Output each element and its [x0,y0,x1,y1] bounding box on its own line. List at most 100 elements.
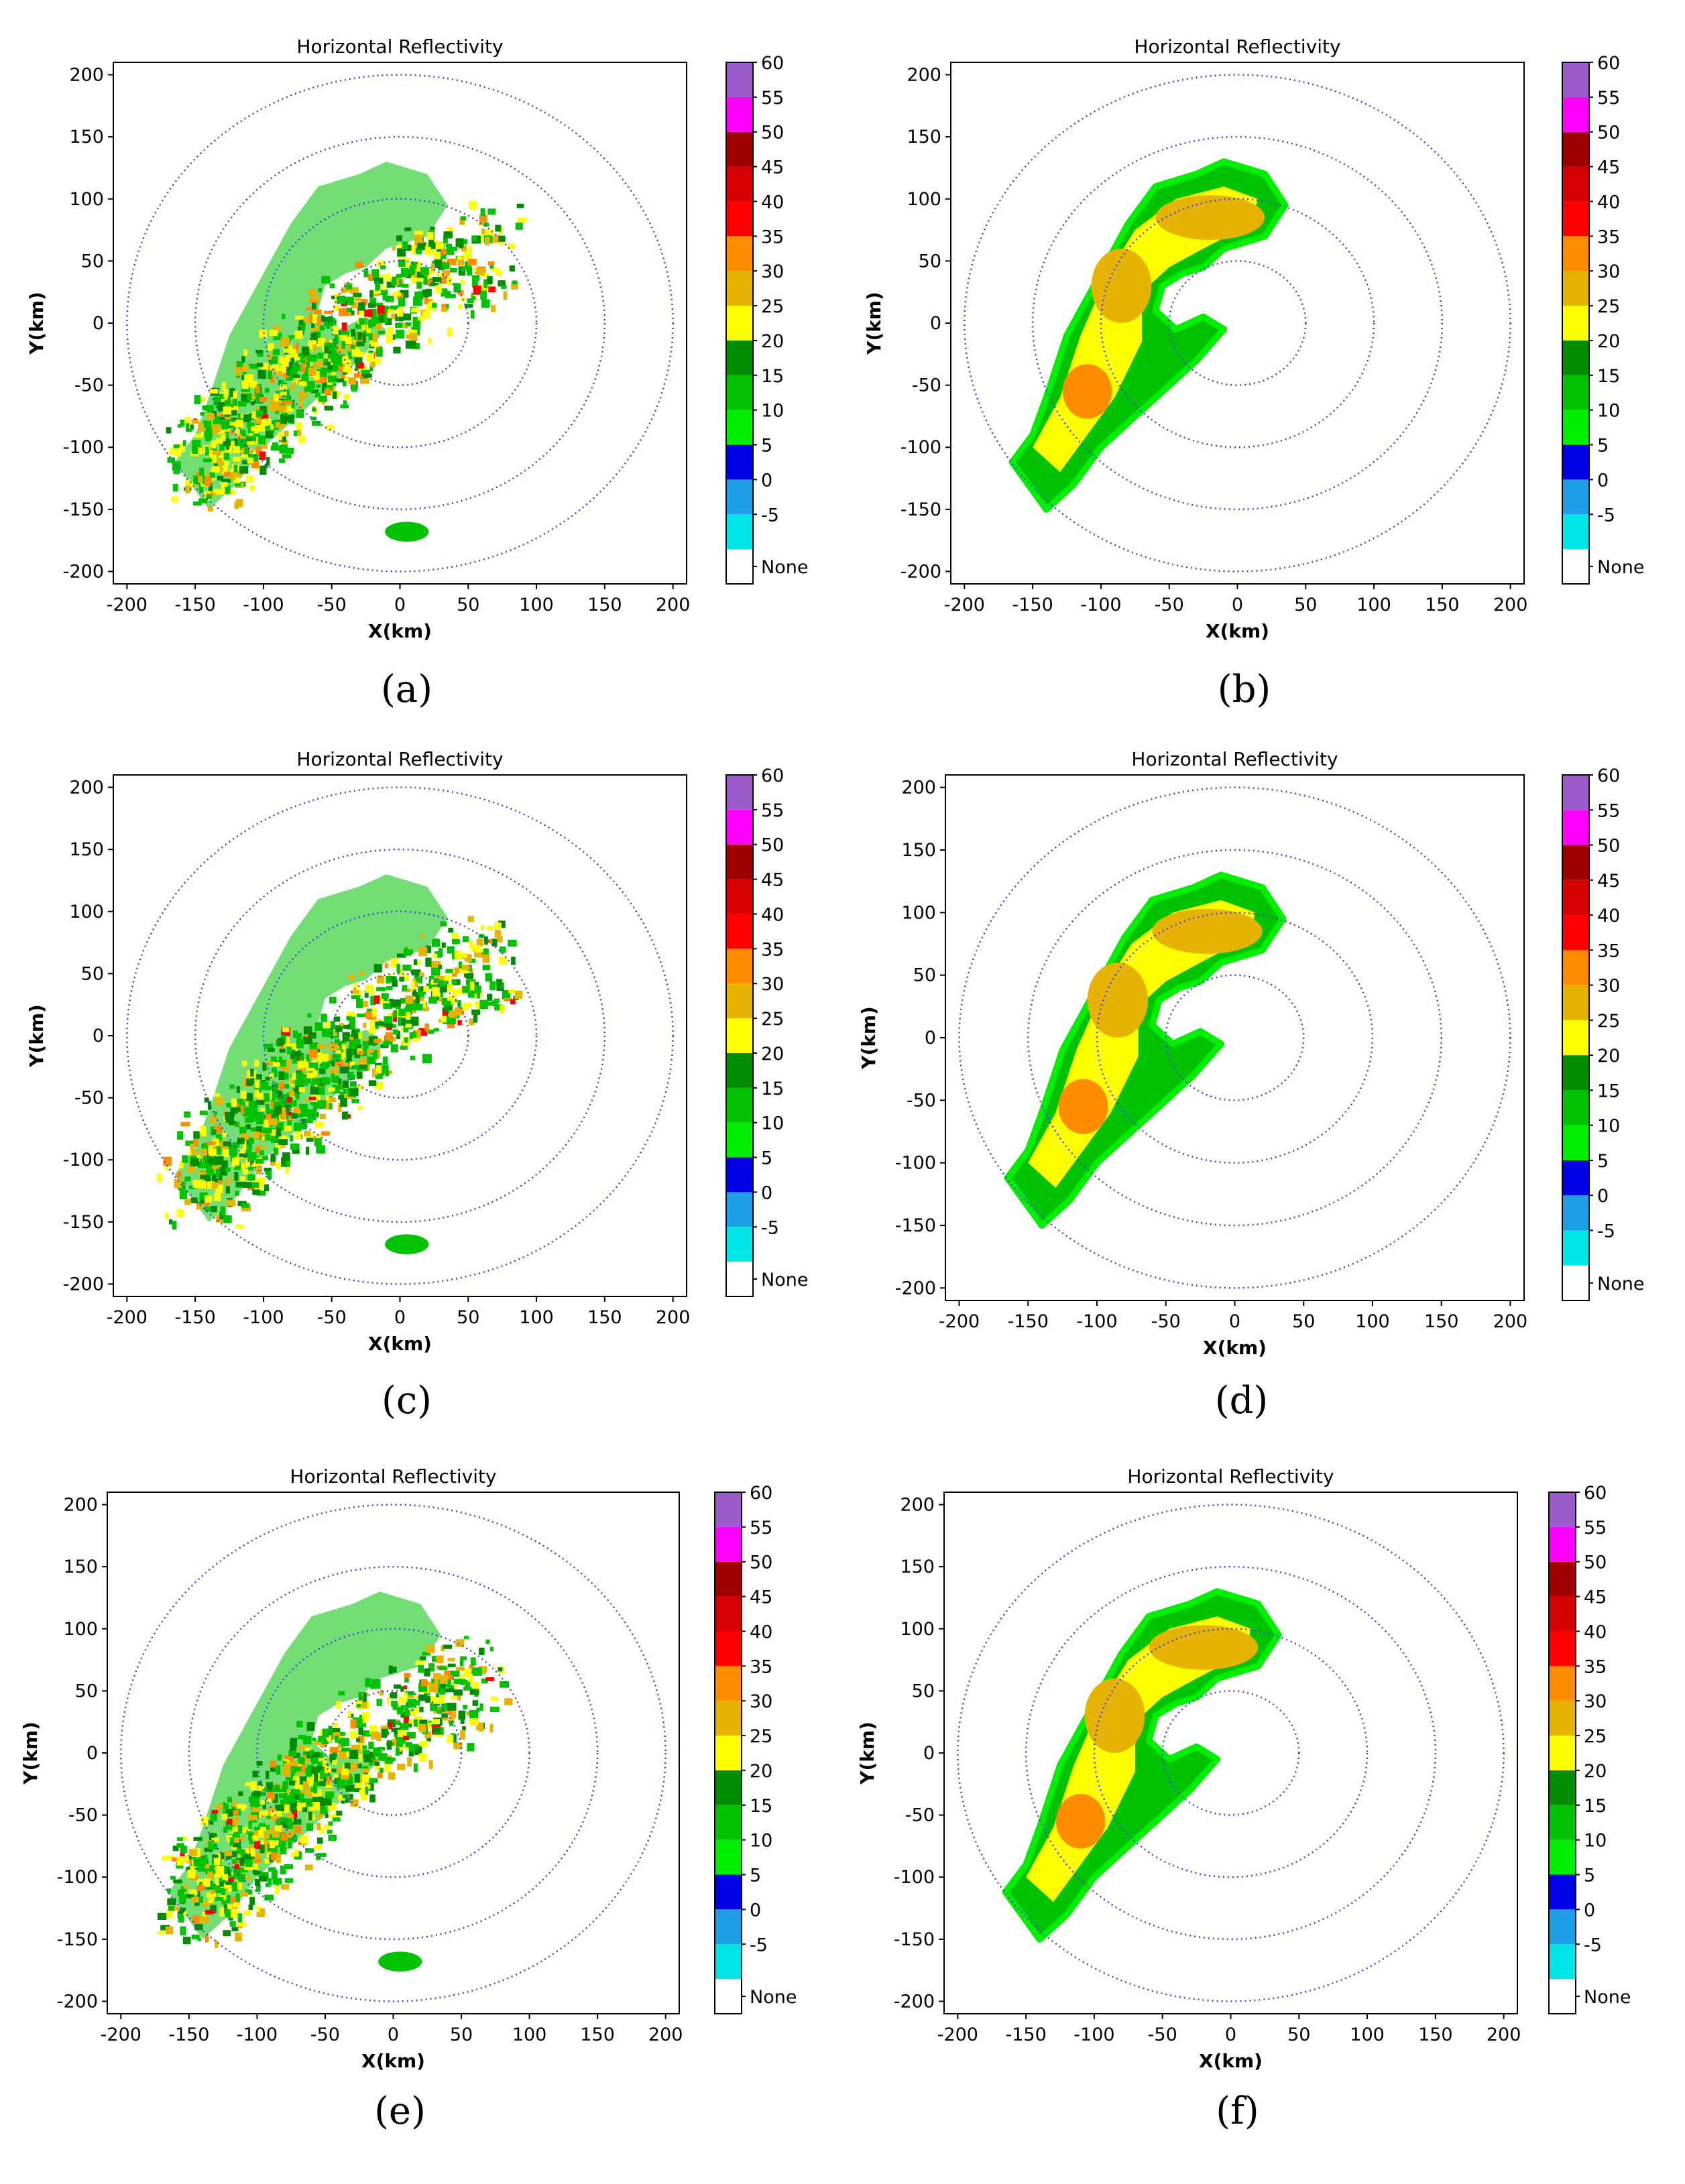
echo-cell [219,1211,224,1219]
echo-cell [428,996,437,1004]
echo-cell [308,367,316,376]
echo-cell [345,1794,349,1803]
echo-cell [298,436,306,443]
echo-cell [286,447,294,454]
echo-cell [497,935,503,943]
echo-cell [235,424,239,428]
echo-cell [321,1014,327,1022]
echo-cell [302,356,306,364]
echo-cell [235,1100,243,1109]
echo-cell [299,1793,304,1803]
echo-cell [298,317,304,326]
echo-cell [298,1757,305,1765]
echo-cell [268,1815,277,1821]
echo-cell [352,1717,361,1724]
echo-cell [236,434,242,440]
echo-cell [447,294,456,298]
echo-cell [440,921,447,926]
echo-cell [184,1176,191,1182]
colorbar-swatch [1562,479,1589,515]
colorbar-swatch [715,1909,742,1945]
echo-cell [235,482,241,487]
echo-cell [445,1688,455,1693]
colorbar-label: 50 [1584,1553,1607,1573]
echo-cell [363,373,372,378]
echo-cell [191,420,200,424]
echo-cell [223,1904,228,1914]
echo-cell [268,424,274,430]
echo-cell [211,1837,219,1841]
echo-cell [198,498,208,503]
echo-cell [342,1080,349,1089]
echo-cell [232,398,237,406]
echo-cell [343,394,350,400]
echo-cell [294,1794,300,1801]
echo-cell [165,1212,169,1219]
echo-cell [276,1843,285,1847]
echo-cell [358,971,365,976]
echo-cell [344,375,349,381]
colorbar-label: 15 [1584,1796,1607,1817]
echo-cell [353,292,362,297]
echo-cell [256,1112,264,1121]
echo-cell [234,501,239,509]
echo-cell [500,946,506,953]
echo-cell [276,1765,281,1775]
echo-cell [480,290,487,300]
echo-cell [341,287,347,294]
echo-cell [292,364,298,368]
echo-cell [200,1126,207,1134]
echo-cell [282,1769,290,1776]
echo-cell [402,241,408,249]
echo-cell [285,1111,292,1116]
echo-cell [487,993,493,1001]
echo-cell [198,1171,207,1175]
echo-cell [468,1676,473,1683]
echo-cell [362,1717,368,1723]
echo-cell [284,1864,293,1870]
echo-cell [279,1788,286,1793]
echo-cell [305,1848,314,1853]
echo-cell [416,278,424,282]
x-tick-label: 150 [1424,1311,1459,1332]
echo-cell [377,1732,382,1742]
x-tick-label: 0 [1229,1311,1240,1332]
echo-cell [314,392,321,398]
echo-cell [391,1024,396,1028]
colorbar-label: 55 [1597,88,1620,109]
echo-cell [386,333,393,343]
echo-cell [488,286,496,293]
colorbar-swatch [1562,775,1589,810]
echo-cell [433,1698,443,1704]
echo-cell [312,420,321,426]
echo-cell [369,1027,375,1034]
echo-cell [460,1656,467,1660]
echo-cell [233,457,241,462]
echo-cell [471,1657,476,1666]
echo-cell [389,998,394,1002]
echo-cell [349,1016,356,1025]
echo-cell [308,1063,318,1071]
echo-cell [207,1101,212,1110]
echo-cell [277,371,283,376]
echo-cell [331,295,335,300]
echo-cell [275,1142,282,1149]
echo-cell [249,380,257,387]
echo-cell [233,465,238,473]
echo-cell [222,416,229,425]
x-tick-label: -150 [175,1307,216,1328]
echo-cell [416,271,424,281]
colorbar-label: 60 [761,53,784,74]
colorbar-swatch [1562,236,1589,271]
echo-cell [180,420,185,427]
echo-cell [438,1695,445,1701]
echo-cell [182,1836,188,1840]
x-tick-label: -100 [243,1307,284,1328]
echo-cell [312,342,317,351]
echo-cell [254,1059,259,1067]
echo-cell [489,1646,494,1652]
echo-cell [298,1087,305,1093]
echo-cell [419,1707,424,1713]
echo-cell [337,355,346,363]
echo-cell [467,245,472,253]
